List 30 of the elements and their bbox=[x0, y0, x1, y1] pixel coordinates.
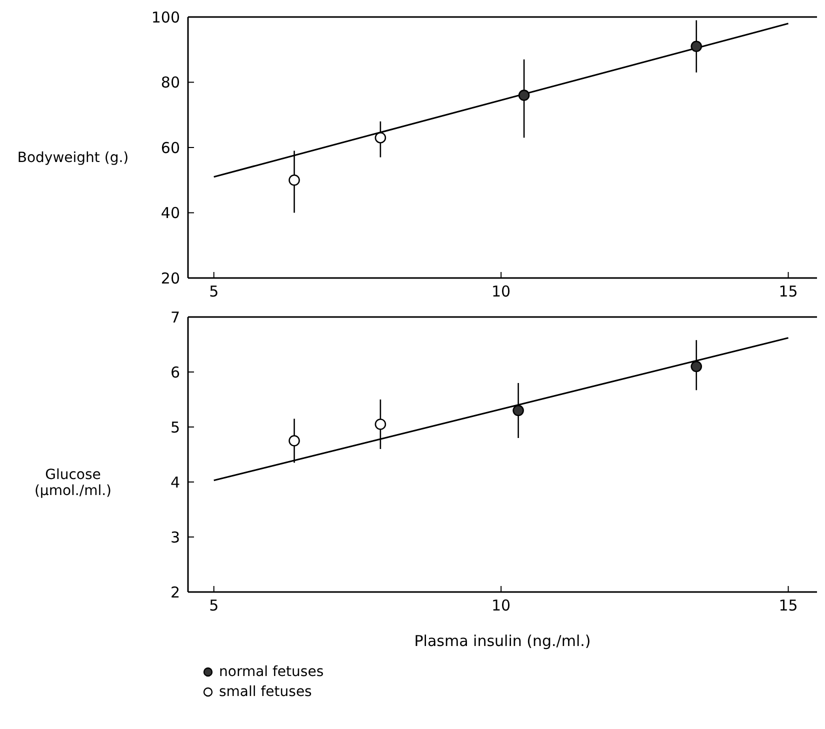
y-tick-label: 3 bbox=[170, 528, 180, 546]
point bbox=[512, 404, 524, 416]
y-tick-label: 60 bbox=[160, 138, 180, 157]
point bbox=[288, 435, 300, 446]
y-tick-label: 7 bbox=[170, 308, 180, 326]
x-tick-label: 5 bbox=[209, 596, 219, 615]
y-axis-title: Bodyweight (g.) bbox=[16, 150, 130, 166]
x-tick-label: 10 bbox=[492, 596, 511, 615]
x-axis-title: Plasma insulin (ng./ml.) bbox=[414, 632, 591, 650]
y-tick-label: 40 bbox=[160, 204, 180, 222]
legend-label: normal fetuses bbox=[219, 663, 324, 682]
x-tick-label: 15 bbox=[778, 282, 798, 301]
y-tick-label: 4 bbox=[170, 473, 180, 492]
y-tick-label: 100 bbox=[151, 8, 180, 26]
y-tick-label: 20 bbox=[160, 269, 180, 288]
point bbox=[374, 418, 386, 430]
legend-label: small fetuses bbox=[219, 683, 312, 702]
point bbox=[690, 40, 702, 52]
y-tick-label: 2 bbox=[170, 583, 180, 602]
y-tick-label: 5 bbox=[170, 418, 180, 436]
x-tick-label: 15 bbox=[778, 596, 798, 615]
x-tick-label: 5 bbox=[209, 282, 219, 301]
point bbox=[518, 90, 530, 101]
y-tick-label: 80 bbox=[160, 74, 180, 92]
y-axis-title: Glucose (µmol./ml.) bbox=[33, 467, 113, 499]
y-tick-label: 6 bbox=[170, 363, 180, 382]
x-tick-label: 10 bbox=[492, 282, 511, 301]
point bbox=[690, 360, 702, 372]
point bbox=[374, 132, 386, 144]
point bbox=[288, 174, 300, 186]
